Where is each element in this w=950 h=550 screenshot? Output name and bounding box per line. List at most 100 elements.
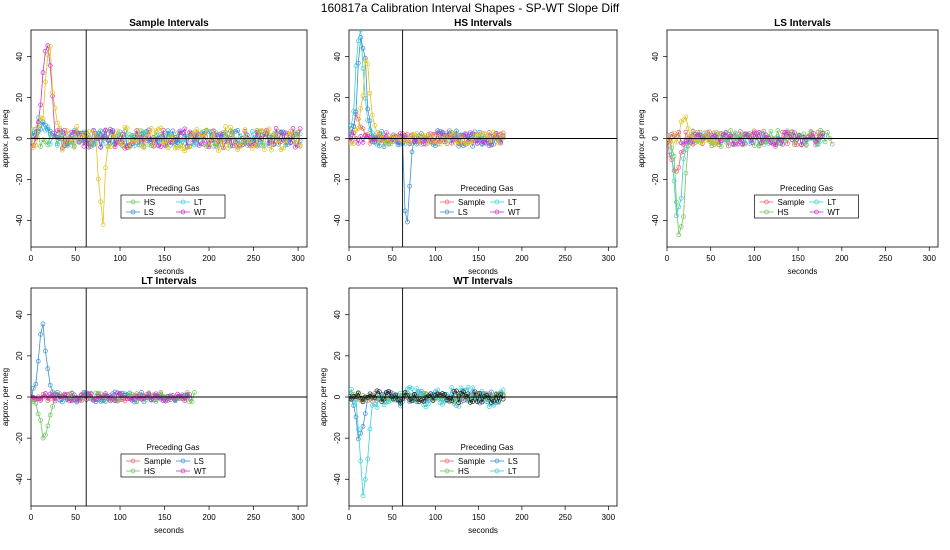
data-point — [293, 139, 298, 145]
y-axis-label: approx. per meg — [637, 109, 646, 167]
legend-title: Preceding Gas — [147, 443, 200, 452]
data-point — [165, 394, 171, 399]
x-tick-label: 300 — [291, 254, 305, 263]
data-point — [107, 398, 113, 404]
data-point — [69, 398, 75, 404]
legend-title: Preceding Gas — [147, 184, 200, 193]
data-point — [367, 90, 373, 96]
data-point — [768, 128, 774, 134]
data-point — [454, 403, 459, 409]
legend-entry: HS — [144, 467, 155, 476]
data-point — [59, 137, 65, 143]
data-point — [38, 115, 43, 121]
data-point — [76, 397, 82, 403]
data-point — [440, 131, 445, 137]
data-point — [486, 143, 492, 148]
data-point — [667, 132, 670, 138]
y-tick-label: -40 — [15, 473, 24, 485]
y-tick-label: 0 — [15, 394, 24, 399]
chart-panel: Sample Intervals seconds approx. per meg 0 5… — [1, 18, 308, 276]
data-point — [465, 391, 471, 397]
data-point — [470, 131, 476, 137]
data-point — [704, 133, 710, 138]
data-point — [98, 199, 104, 205]
data-point — [103, 391, 108, 396]
data-point — [43, 391, 48, 397]
data-point — [770, 141, 776, 147]
data-point — [676, 232, 682, 238]
data-point — [374, 130, 380, 135]
data-point — [358, 458, 364, 464]
y-tick-label: 0 — [333, 136, 342, 141]
x-tick-label: 0 — [29, 254, 34, 263]
legend-title: Preceding Gas — [780, 184, 833, 193]
data-point — [683, 170, 689, 176]
data-point — [367, 127, 373, 132]
data-point — [38, 144, 43, 149]
data-point — [718, 130, 724, 136]
x-tick-label: 250 — [558, 513, 572, 522]
legend-box — [120, 453, 226, 478]
data-point — [100, 222, 106, 227]
data-point — [146, 391, 152, 397]
data-point — [235, 147, 241, 153]
data-point — [115, 128, 120, 134]
data-point — [45, 366, 51, 371]
data-point — [442, 391, 448, 397]
y-tick-label: 40 — [333, 310, 342, 319]
data-point — [737, 136, 743, 142]
data-point — [470, 139, 476, 144]
data-point — [211, 143, 217, 149]
x-tick-label: 100 — [748, 254, 762, 263]
data-point — [57, 393, 63, 399]
x-tick-label: 200 — [202, 513, 216, 522]
data-point — [362, 133, 368, 139]
legend-entry: HS — [144, 198, 155, 207]
series-line — [349, 30, 504, 146]
data-point — [288, 128, 293, 134]
data-point — [360, 93, 366, 99]
data-point — [283, 130, 289, 136]
data-point — [419, 142, 424, 147]
data-point — [409, 132, 415, 138]
data-point — [98, 128, 104, 134]
data-point — [388, 141, 394, 147]
data-point — [416, 399, 422, 405]
legend-marker — [494, 468, 500, 474]
data-point — [792, 140, 797, 145]
data-point — [430, 138, 436, 144]
data-point — [381, 144, 387, 150]
data-point — [451, 131, 457, 136]
data-point — [775, 136, 781, 142]
data-point — [55, 120, 60, 126]
data-point — [430, 131, 436, 137]
y-tick-label: -40 — [333, 473, 342, 485]
data-point — [95, 390, 101, 396]
data-point — [463, 140, 469, 146]
data-point — [447, 395, 452, 401]
data-point — [407, 140, 413, 146]
data-point — [74, 130, 80, 135]
data-point — [489, 399, 494, 405]
chart-panel: LS Intervals seconds approx. per meg 0 50 100… — [637, 18, 939, 276]
data-point — [43, 48, 48, 54]
data-point — [100, 133, 106, 139]
data-point — [177, 142, 183, 148]
data-point — [257, 137, 262, 142]
data-point — [669, 145, 675, 151]
data-point — [95, 176, 101, 182]
data-point — [107, 144, 113, 150]
data-point — [472, 391, 478, 397]
data-point — [47, 382, 53, 388]
data-point — [47, 44, 53, 49]
data-point — [230, 131, 236, 137]
data-point — [749, 135, 755, 140]
data-point — [419, 398, 424, 403]
data-point — [367, 118, 373, 124]
legend-marker — [180, 199, 186, 205]
legend-entry: LS — [458, 208, 468, 217]
data-point — [825, 130, 830, 135]
data-point — [141, 393, 147, 399]
data-point — [112, 144, 118, 150]
data-point — [98, 391, 104, 397]
